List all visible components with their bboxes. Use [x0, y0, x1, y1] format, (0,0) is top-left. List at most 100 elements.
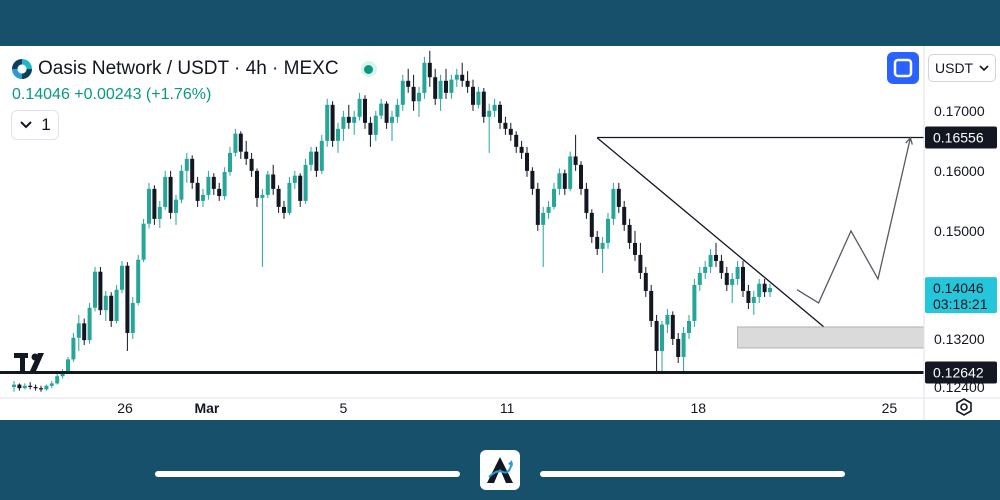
candle-body	[217, 188, 222, 197]
candle-body	[562, 173, 567, 189]
candle-body	[519, 146, 524, 153]
candle-body	[136, 259, 141, 303]
candle-body	[622, 206, 627, 225]
price-label: 0.12642	[933, 364, 984, 380]
candle-body	[606, 218, 610, 243]
candle-body	[762, 283, 767, 293]
candle-body	[152, 188, 157, 219]
candle-body	[303, 164, 308, 201]
candle-body	[460, 74, 465, 81]
candle-body	[433, 77, 438, 99]
candle-body	[98, 271, 103, 311]
candle-body	[411, 86, 416, 102]
chevron-down-icon	[979, 65, 989, 72]
candle-body	[492, 104, 497, 111]
time-tick-label: 26	[117, 400, 133, 416]
fullscreen-icon	[893, 58, 913, 78]
candle-body	[730, 278, 735, 285]
candle-body	[71, 337, 76, 360]
candle-body	[444, 80, 448, 93]
candle-body	[541, 212, 546, 225]
currency-select[interactable]: USDT	[928, 54, 996, 82]
candle-body	[741, 266, 745, 291]
interval-toggle[interactable]: 1	[11, 110, 59, 140]
candle-body	[211, 176, 216, 189]
time-tick-label: Mar	[194, 400, 219, 416]
candle-body	[22, 385, 27, 389]
candle-body	[643, 272, 648, 291]
candle-body	[120, 265, 124, 290]
candle-body	[141, 223, 146, 260]
candle-body	[228, 152, 232, 173]
candle-body	[616, 188, 621, 207]
candle-body	[271, 174, 276, 189]
candle-body	[670, 314, 675, 339]
candle-body	[255, 170, 259, 198]
settings-hexagon-icon[interactable]	[956, 398, 972, 416]
candle-body	[201, 194, 205, 201]
candle-body	[406, 80, 411, 87]
candle-body	[168, 176, 173, 213]
time-axis: 26 Mar 5 11 18 25	[117, 398, 972, 416]
candle-body	[179, 170, 184, 200]
chart-header: Oasis Network / USDT · 4h · MEXC 0.14046…	[0, 46, 1000, 420]
candle-body	[530, 170, 535, 189]
candle-body	[76, 323, 81, 338]
time-tick-label: 18	[691, 400, 707, 416]
candle-body	[638, 254, 643, 273]
chart-canvas[interactable]: 0.170000.160000.150000.132000.124000.165…	[0, 46, 1000, 420]
candle-body	[276, 188, 281, 207]
candle-body	[39, 388, 43, 390]
price-tick-label: 0.17000	[934, 103, 985, 119]
candle-body	[568, 156, 573, 189]
candle-body	[422, 62, 427, 93]
candle-body	[600, 242, 605, 249]
trendline[interactable]	[596, 137, 825, 328]
candle-body	[195, 182, 200, 201]
symbol-title-row[interactable]: Oasis Network / USDT · 4h · MEXC	[12, 58, 377, 80]
candle-body	[184, 158, 189, 171]
swipe-bar-left	[155, 471, 460, 477]
candle-body	[514, 134, 519, 147]
candle-body	[660, 324, 664, 351]
candle-body	[222, 172, 227, 197]
candle-body	[287, 182, 292, 213]
candle-body	[525, 152, 529, 171]
tradingview-logo-icon[interactable]	[14, 349, 54, 380]
app-logo-icon[interactable]	[480, 450, 520, 490]
candle-body	[503, 122, 508, 129]
candle-body	[33, 386, 38, 389]
price-tick-label: 0.13200	[934, 331, 985, 347]
candle-body	[633, 242, 637, 255]
candle-body	[109, 295, 114, 321]
candle-body	[103, 295, 108, 311]
candle-body	[692, 284, 697, 321]
candle-body	[654, 320, 659, 351]
price-axis: 0.170000.160000.150000.132000.124000.165…	[0, 46, 1000, 420]
candle-body	[724, 272, 729, 285]
time-tick-label: 11	[500, 400, 515, 416]
candle-body	[757, 283, 762, 297]
candle-body	[465, 80, 470, 87]
candle-body	[44, 385, 49, 390]
candle-body	[719, 260, 724, 273]
fullscreen-button[interactable]	[887, 52, 919, 84]
candle-body	[768, 287, 772, 293]
price-label: 0.16556	[933, 129, 984, 145]
candle-body	[163, 176, 168, 207]
projection-path[interactable]	[796, 137, 912, 304]
price-tick-label: 0.15000	[934, 223, 985, 239]
candle-body	[481, 91, 486, 117]
candle-body	[17, 384, 22, 389]
candle-body	[400, 80, 405, 105]
candle-body	[373, 115, 378, 135]
candle-body	[487, 110, 492, 117]
candle-body	[579, 164, 583, 189]
demand-zone[interactable]	[737, 326, 925, 349]
candle-body	[93, 271, 97, 308]
candle-body	[114, 289, 119, 321]
candle-body	[454, 74, 459, 80]
candle-body	[427, 62, 432, 78]
market-open-icon[interactable]	[360, 61, 377, 77]
candle-body	[190, 158, 195, 183]
